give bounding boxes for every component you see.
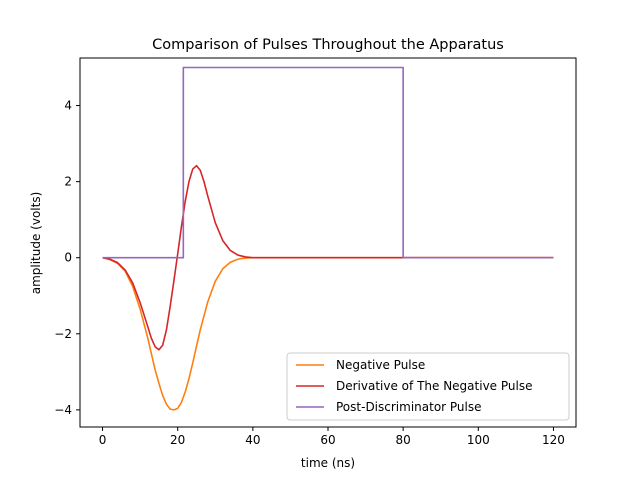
plot-area	[102, 66, 554, 411]
x-axis: 0 20 40 60 80 100 120	[99, 427, 565, 447]
x-tick-label: 40	[245, 433, 260, 447]
x-tick-label: 100	[467, 433, 490, 447]
x-tick-label: 120	[542, 433, 565, 447]
y-tick-label: −4	[54, 403, 72, 417]
legend-label: Derivative of The Negative Pulse	[336, 379, 532, 393]
y-tick-label: 2	[64, 175, 72, 189]
chart-title: Comparison of Pulses Throughout the Appa…	[152, 37, 504, 53]
x-tick-label: 80	[396, 433, 411, 447]
legend-label: Negative Pulse	[336, 358, 425, 372]
x-tick-label: 20	[170, 433, 185, 447]
series-line	[102, 66, 554, 259]
legend-box	[286, 352, 570, 421]
y-tick-label: 0	[64, 251, 72, 265]
y-tick-label: 4	[64, 99, 72, 113]
x-tick-label: 60	[320, 433, 335, 447]
series-line	[102, 164, 554, 351]
y-axis: −4 −2 0 2 4	[54, 99, 80, 417]
legend: Negative Pulse Derivative of The Negative…	[286, 352, 570, 421]
y-axis-label: amplitude (volts)	[29, 192, 43, 295]
y-tick-label: −2	[54, 327, 72, 341]
x-axis-label: time (ns)	[301, 456, 355, 470]
x-tick-label: 0	[99, 433, 107, 447]
plot-frame	[79, 57, 577, 428]
legend-label: Post-Discriminator Pulse	[336, 400, 482, 414]
